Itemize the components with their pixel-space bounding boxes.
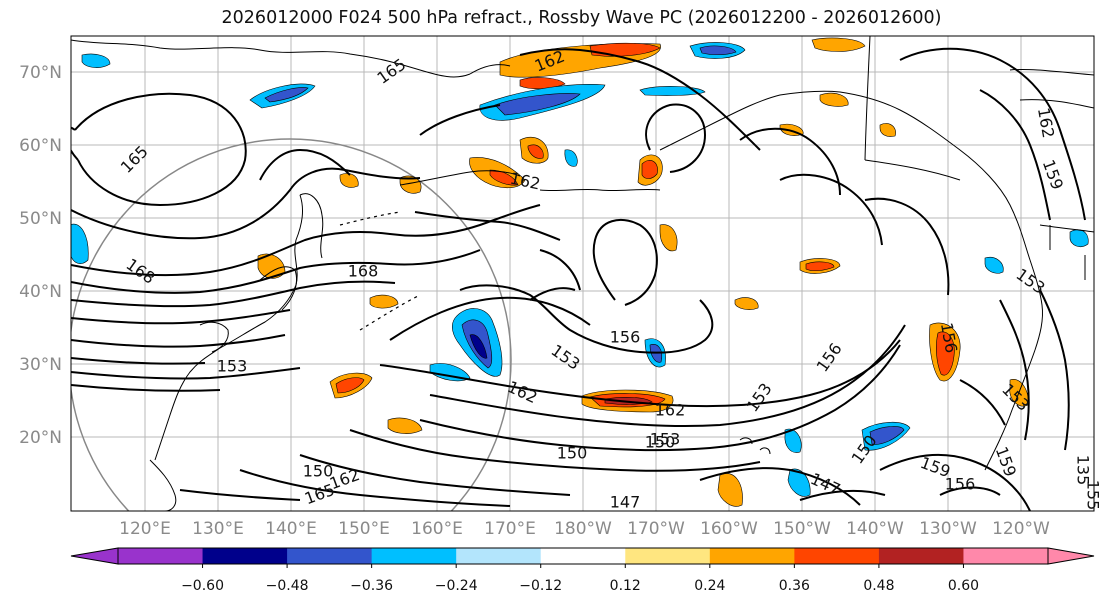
longitude-labels: 120°E 130°E 140°E 150°E 160°E 170°E 180°W 170°W… [119,519,1050,539]
contour-label: 162 [655,401,686,420]
coastlines [71,36,1094,511]
map-frame [70,35,1095,512]
contour-label: 150 [303,462,334,481]
colorbar-tick-label: −0.24 [435,578,478,594]
range-circle [71,138,512,511]
longitude-label: 140°W [846,519,904,539]
longitude-label: 170°W [627,519,685,539]
contour-label: 155 [1084,480,1103,511]
colorbar-segment [118,548,204,564]
colorbar-tick-label: 0.12 [610,578,641,594]
contour-label: 153 [650,430,681,449]
colorbar-segment [963,548,1049,564]
colorbar-segment [287,548,373,564]
colorbar-tick-label: 0.24 [694,578,725,594]
colorbar-segment [371,548,457,564]
colorbar-tick-label: −0.60 [181,578,224,594]
colorbar-segment [878,548,964,564]
longitude-label: 150°W [773,519,831,539]
latitude-label: 60°N [19,136,62,156]
colorbar-segment [540,548,626,564]
refractivity-contours [71,47,1086,511]
anomaly-patches [71,37,1089,507]
colorbar-segment [202,548,288,564]
contour-label: 156 [610,328,641,347]
contour-label: 156 [945,475,976,494]
longitude-label: 150°E [338,519,390,539]
longitude-label: 160°W [700,519,758,539]
longitude-label: 140°E [265,519,317,539]
longitude-label: 120°W [992,519,1050,539]
latitude-labels: 70°N 60°N 50°N 40°N 30°N 20°N [19,63,62,448]
trough-lines [339,211,421,331]
contour-label: 150 [557,444,588,463]
longitude-label: 120°E [119,519,171,539]
colorbar-frame [117,547,1049,565]
colorbar-tick-label: 0.48 [863,578,894,594]
colorbar-tick-label: −0.12 [519,578,562,594]
latitude-label: 50°N [19,209,62,229]
colorbar-extend-high [1047,547,1095,565]
colorbar-segment [794,548,880,564]
colorbar-segment [625,548,711,564]
map-title: 2026012000 F024 500 hPa refract., Rossby… [221,8,942,28]
colorbar-extend-low [70,547,119,565]
contour-label: 168 [348,262,379,281]
longitude-label: 170°E [484,519,536,539]
latitude-label: 30°N [19,355,62,375]
contour-label: 153 [217,357,248,376]
contour-label: 135 [1074,455,1093,486]
latitude-label: 40°N [19,282,62,302]
longitude-label: 130°W [919,519,977,539]
longitude-label: 130°E [192,519,244,539]
longitude-label: 180°W [554,519,612,539]
colorbar: −0.60 −0.48 −0.36 −0.24 −0.12 0.12 0.24 0.36 0.4… [70,547,1095,594]
latitude-label: 20°N [19,428,62,448]
contour-label: 150 [645,433,676,452]
plot-area [71,36,1094,511]
latitude-label: 70°N [19,63,62,83]
colorbar-segment [456,548,542,564]
colorbar-tick-label: −0.36 [350,578,393,594]
contour-label: 147 [610,493,641,512]
longitude-label: 160°E [411,519,463,539]
colorbar-tick-label: −0.48 [266,578,309,594]
colorbar-tick-label: 0.60 [948,578,979,594]
colorbar-segment [709,548,795,564]
graticule [71,36,1094,511]
colorbar-tick-label: 0.36 [779,578,810,594]
